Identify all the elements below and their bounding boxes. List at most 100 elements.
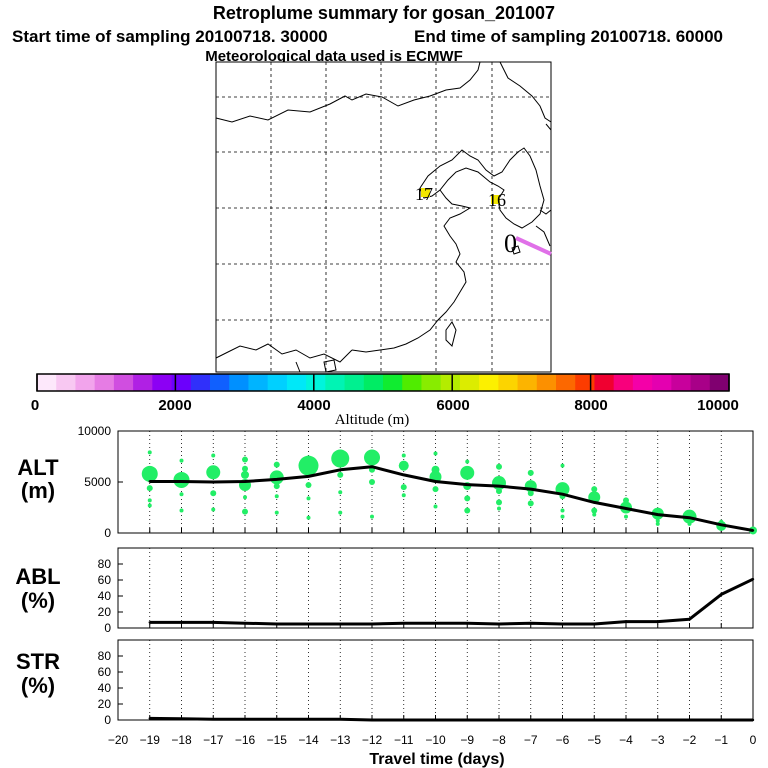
alt-particle-bubble [147,503,152,508]
alt-particle-bubble [496,499,502,506]
x-tick-label: −1 [714,733,728,747]
abl-data-point [529,622,532,625]
colorbar-swatch [113,374,134,391]
abl-data-point [370,622,374,626]
x-tick-label: −13 [330,733,351,747]
abl-ytick-label: 20 [98,605,112,619]
colorbar-swatch [286,374,307,391]
alt-ytick-label: 0 [104,526,111,540]
map-frame [215,61,552,373]
alt-particle-bubble [497,506,501,511]
day-16-marker [491,195,500,204]
x-tick-label: −15 [267,733,288,747]
colorbar-swatch [344,374,365,391]
alt-particle-bubble [623,497,629,504]
colorbar-swatch [594,374,615,391]
alt-particle-bubble [211,453,216,458]
alt-particle-bubble [687,521,692,526]
figure-title: Retroplume summary for gosan_201007 [213,3,555,23]
x-axis-tick-labels: −20 −19 −18 −17 −16 −15 −14 −13 −12 −11 −10 −9 −8 −7−… [108,733,757,747]
colorbar-swatch [306,374,326,391]
alt-data-point [243,480,247,483]
colorbar-tick-8000: 8000 [574,397,607,414]
alt-particle-bubble [560,514,565,519]
str-data-point [720,718,723,722]
alt-particle-bubble [560,508,565,513]
alt-data-point [307,475,310,478]
trajectory-track [515,236,552,256]
str-data-point [466,718,469,722]
colorbar-swatch [517,374,538,391]
colorbar-swatch [210,374,230,391]
x-tick-label: −3 [651,733,665,747]
alt-particle-bubble [719,519,724,524]
colorbar-swatch [479,374,499,391]
met-data-label: Meteorological data used is ECMWF [205,48,463,65]
colorbar-swatch [190,374,211,391]
alt-data-point [656,513,659,516]
alt-panel-title: ALT [17,455,59,480]
abl-data-point [180,621,183,624]
abl-data-point [561,622,564,626]
alt-particle-bubble [401,453,406,458]
alt-data-point [434,480,437,483]
x-tick-label: −12 [362,733,383,747]
alt-particle-bubble [398,460,409,471]
alt-particle-bubble [527,500,534,507]
alt-particle-bubble [306,515,311,520]
str-data-point [370,718,374,722]
colorbar-swatch [383,374,403,391]
alt-particle-bubble [337,471,344,478]
colorbar-swatch [229,374,249,391]
abl-data-point [624,620,628,623]
str-data-point [751,718,755,722]
x-tick-label: −18 [171,733,192,747]
alt-data-point [466,483,469,486]
abl-data-point [402,622,405,625]
colorbar-swatch [709,374,730,391]
abl-data-point [307,622,310,626]
alt-particle-bubble [179,508,184,513]
str-ytick-label: 20 [98,697,112,711]
alt-particle-bubble [206,465,221,480]
str-data-point [656,718,659,722]
abl-panel-title: ABL [15,564,60,589]
abl-data-point [275,622,278,626]
alt-particle-bubble [527,490,534,497]
str-data-point [624,718,628,722]
abl-data-point [466,622,469,625]
abl-ytick-label: 80 [98,557,112,571]
alt-particle-bubble [243,495,247,500]
str-data-point [180,717,183,720]
x-tick-label: −5 [587,733,601,747]
alt-data-point [402,473,405,477]
alt-particle-bubble [147,498,152,503]
abl-ytick-label: 60 [98,573,112,587]
colorbar-swatch [325,374,346,391]
colorbar-swatch [171,374,192,391]
alt-particle-bubble [242,508,248,515]
str-ytick-label: 80 [98,649,112,663]
alt-particle-bubble [592,512,597,517]
abl-data-point [339,622,342,626]
abl-data-point [593,622,596,626]
alt-particle-bubble [179,492,184,497]
altitude-colorbar [36,373,730,392]
alt-data-point [180,480,183,483]
colorbar-swatch [536,374,557,391]
trajectory-map: 17 16 0 [215,61,552,373]
colorbar-swatch [248,374,269,391]
colorbar-swatch [133,374,153,391]
x-tick-label: −17 [203,733,224,747]
abl-data-point [148,621,151,624]
colorbar-swatch [575,374,595,391]
x-tick-label: −10 [425,733,446,747]
alt-particle-bubble [242,456,248,463]
str-ytick-label: 0 [104,713,111,727]
alt-particle-bubble [464,495,471,502]
alt-particle-bubble [331,449,350,468]
alt-panel: 10000 5000 0 [78,424,757,540]
alt-particle-bubble [624,514,628,519]
alt-data-point [593,501,596,504]
day-label-17: 17 [415,184,433,204]
